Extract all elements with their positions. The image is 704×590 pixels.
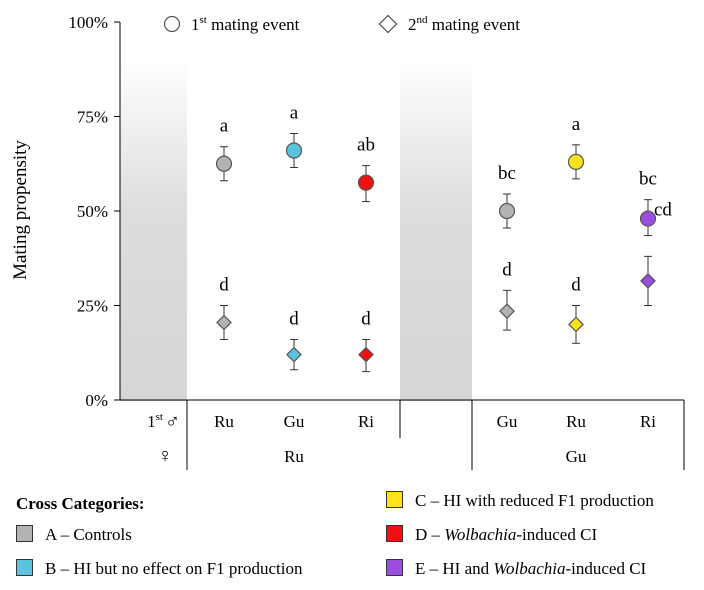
second-event-point <box>216 314 232 331</box>
male-tick-label: Gu <box>497 412 518 431</box>
y-axis-label: Mating propensity <box>10 140 31 280</box>
first-event-letter: bc <box>639 169 657 190</box>
first-event-letter: a <box>572 114 581 135</box>
category-legend-item: B – HI but no effect on F1 production <box>16 559 302 579</box>
category-label-suffix: -induced CI <box>516 525 598 544</box>
first-event-point <box>215 155 233 172</box>
category-legend-item: D – Wolbachia-induced CI <box>386 525 597 545</box>
male-symbol: ♂ <box>165 411 180 433</box>
y-tick-label: 25% <box>77 297 108 316</box>
male-tick-label: Ru <box>214 412 234 431</box>
first-event-letter: bc <box>498 163 516 184</box>
series-legend-label: 2nd mating event <box>408 14 520 34</box>
second-event-point <box>568 316 584 333</box>
male-tick-label: Ri <box>640 412 656 431</box>
first-event-letter: ab <box>357 135 375 156</box>
female-group-label: Ru <box>284 447 304 466</box>
y-tick-label: 0% <box>85 391 108 410</box>
category-label: B – HI but no effect on F1 production <box>45 559 303 578</box>
y-tick-label: 100% <box>68 13 108 32</box>
category-swatch <box>386 559 403 576</box>
second-event-letter: cd <box>654 200 672 221</box>
category-label: C – HI with reduced F1 production <box>415 491 654 510</box>
first-event-point <box>285 142 303 159</box>
legend-circle-marker <box>163 15 181 33</box>
category-swatch <box>16 559 33 576</box>
category-swatch <box>16 525 33 542</box>
category-legend-item: C – HI with reduced F1 production <box>386 491 654 511</box>
category-swatch <box>386 525 403 542</box>
first-event-letter: a <box>220 116 229 137</box>
second-event-point <box>358 346 374 363</box>
series-legend-number: 2 <box>408 15 417 34</box>
male-row-label: 1st <box>147 411 163 431</box>
shaded-band-left <box>120 58 187 401</box>
category-legend-item: A – Controls <box>16 525 132 545</box>
series-legend-text: mating event <box>428 15 521 34</box>
category-label: D – <box>415 525 445 544</box>
second-event-point <box>499 303 515 320</box>
first-event-point <box>357 174 375 191</box>
male-tick-label: Gu <box>284 412 305 431</box>
second-event-letter: d <box>219 275 229 296</box>
female-group-label: Gu <box>566 447 587 466</box>
cross-categories-title: Cross Categories: <box>16 494 145 513</box>
series-legend-text: mating event <box>207 15 300 34</box>
category-swatch <box>386 491 403 508</box>
category-label: A – Controls <box>45 525 132 544</box>
shaded-band-middle <box>400 58 472 401</box>
series-legend-label: 1st mating event <box>191 14 300 34</box>
legend-diamond-marker <box>378 14 398 34</box>
series-legend-suffix: st <box>200 14 207 26</box>
second-event-point <box>286 346 302 363</box>
male-row-label-suffix: st <box>156 411 163 423</box>
category-label-italic: Wolbachia <box>493 559 566 578</box>
category-label-suffix: -induced CI <box>565 559 647 578</box>
female-symbol: ♀ <box>158 445 173 467</box>
first-event-point <box>567 153 585 170</box>
male-tick-label: Ri <box>358 412 374 431</box>
series-legend-suffix: nd <box>417 14 429 26</box>
second-event-point <box>640 273 656 289</box>
category-legend-item: E – HI and Wolbachia-induced CI <box>386 559 646 579</box>
male-row-label-number: 1 <box>147 412 156 431</box>
male-tick-label: Ru <box>566 412 586 431</box>
first-event-point <box>639 210 657 227</box>
first-event-point <box>498 202 516 220</box>
category-label: E – HI and <box>415 559 494 578</box>
second-event-letter: d <box>571 275 581 296</box>
y-tick-label: 75% <box>77 108 108 127</box>
second-event-letter: d <box>361 309 371 330</box>
second-event-letter: d <box>289 309 299 330</box>
category-label-italic: Wolbachia <box>444 525 517 544</box>
second-event-letter: d <box>502 259 512 280</box>
first-event-letter: a <box>290 103 299 124</box>
y-tick-label: 50% <box>77 202 108 221</box>
series-legend-number: 1 <box>191 15 200 34</box>
